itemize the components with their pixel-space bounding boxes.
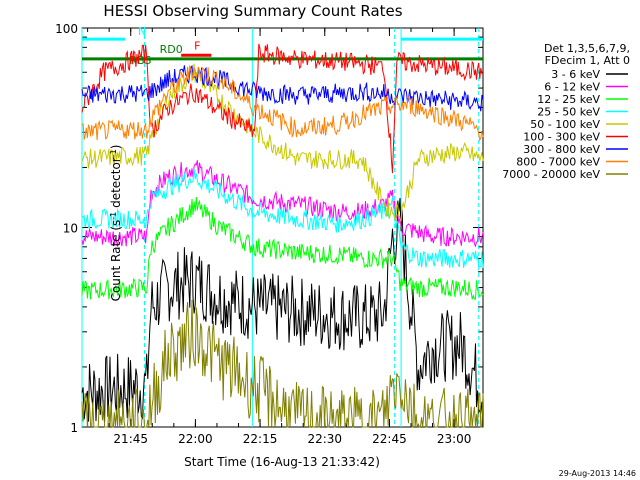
- legend-label-4: 50 - 100 keV: [530, 118, 600, 131]
- series-line-4: [81, 63, 484, 222]
- legend-label-7: 800 - 7000 keV: [516, 156, 600, 169]
- series-line-8: [81, 299, 484, 429]
- series-line-2: [81, 197, 484, 300]
- legend-label-2: 12 - 25 keV: [537, 93, 600, 106]
- legend-label-6: 300 - 800 keV: [523, 143, 600, 156]
- legend-header-1: FDecim 1, Att 0: [545, 54, 630, 67]
- x-tick-label-0: 21:45: [113, 432, 148, 446]
- timestamp: 29-Aug-2013 14:46: [559, 469, 636, 478]
- y-axis: 1 10 100: [55, 22, 483, 435]
- legend-label-3: 25 - 50 keV: [537, 106, 600, 119]
- segment-label-1: RD0: [160, 43, 183, 56]
- y-tick-label-0: 1: [70, 421, 78, 435]
- legend-label-5: 100 - 300 keV: [523, 131, 600, 144]
- series-line-1: [81, 160, 484, 248]
- y-axis-label: Count Rate (s-1 detector-1): [109, 145, 124, 302]
- x-axis-label: Start Time (16-Aug-13 21:33:42): [184, 455, 380, 469]
- segment-label-2: F: [194, 40, 200, 53]
- legend-header-0: Det 1,3,5,6,7,9,: [544, 42, 630, 55]
- x-tick-label-3: 22:30: [307, 432, 342, 446]
- series-line-7: [81, 65, 484, 142]
- x-tick-label-1: 22:00: [178, 432, 213, 446]
- legend: Det 1,3,5,6,7,9,FDecim 1, Att 03 - 6 keV…: [502, 42, 630, 181]
- legend-label-8: 7000 - 20000 keV: [502, 168, 600, 181]
- legend-label-0: 3 - 6 keV: [551, 68, 600, 81]
- legend-label-1: 6 - 12 keV: [544, 81, 600, 94]
- segment-label-0: N: [138, 25, 146, 38]
- series-layer: [81, 43, 484, 429]
- series-line-6: [81, 64, 484, 112]
- x-tick-label-2: 22:15: [243, 432, 278, 446]
- x-tick-label-4: 22:45: [372, 432, 407, 446]
- chart-title: HESSI Observing Summary Count Rates: [103, 2, 402, 20]
- x-tick-label-5: 23:00: [437, 432, 472, 446]
- series-line-3: [81, 168, 484, 268]
- series-line-0: [81, 198, 484, 423]
- y-tick-label-1: 10: [63, 222, 78, 236]
- y-tick-label-2: 100: [55, 22, 78, 36]
